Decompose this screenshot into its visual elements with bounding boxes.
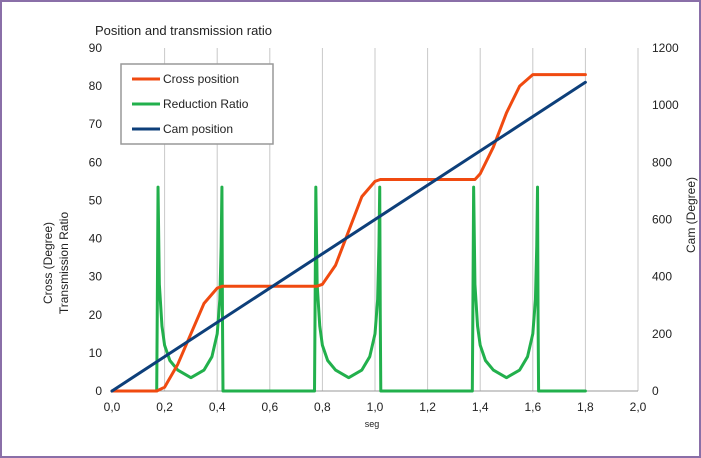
- y-left-tick-label: 50: [89, 193, 103, 207]
- y-left-tick-label: 90: [89, 41, 103, 55]
- y-right-axis-ticks: 0 200 400 600 800 1000 1200: [652, 41, 679, 398]
- y-left-axis-ticks: 0 10 20 30 40 50 60 70 80 90: [89, 41, 103, 398]
- x-tick-label: 1,4: [472, 400, 489, 414]
- x-tick-label: 1,8: [577, 400, 594, 414]
- x-tick-label: 0,0: [104, 400, 121, 414]
- x-tick-label: 0,6: [261, 400, 278, 414]
- legend-label-cam-position: Cam position: [163, 122, 233, 136]
- y-left-tick-label: 80: [89, 79, 103, 93]
- legend-label-cross-position: Cross position: [163, 72, 239, 86]
- legend-label-reduction-ratio: Reduction Ratio: [163, 97, 249, 111]
- x-tick-label: 0,4: [209, 400, 226, 414]
- series-layer: [110, 73, 587, 393]
- y-right-tick-label: 1200: [652, 41, 679, 55]
- y-left-tick-label: 20: [89, 308, 103, 322]
- x-axis-ticks: 0,0 0,2 0,4 0,6 0,8 1,0 1,2 1,4 1,6 1,8 2,0: [104, 400, 647, 414]
- x-tick-label: 1,0: [367, 400, 384, 414]
- x-tick-label: 1,6: [524, 400, 541, 414]
- x-axis-label: seg: [365, 419, 380, 429]
- y-right-axis-label: Cam (Degree): [684, 177, 698, 253]
- y-right-tick-label: 0: [652, 384, 659, 398]
- legend: Cross position Reduction Ratio Cam posit…: [120, 63, 274, 145]
- y-right-tick-label: 600: [652, 213, 672, 227]
- y-left-tick-label: 40: [89, 232, 103, 246]
- y-right-tick-label: 200: [652, 327, 672, 341]
- y-right-tick-label: 800: [652, 155, 672, 169]
- y-left-tick-label: 60: [89, 155, 103, 169]
- y-right-tick-label: 400: [652, 270, 672, 284]
- chart-title: Position and transmission ratio: [95, 23, 272, 38]
- y-right-tick-label: 1000: [652, 98, 679, 112]
- y-left-tick-label: 70: [89, 117, 103, 131]
- x-tick-label: 2,0: [630, 400, 647, 414]
- series-line-reduction-ratio: [110, 185, 587, 393]
- y-left-tick-label: 10: [89, 346, 103, 360]
- y-left-tick-label: 30: [89, 270, 103, 284]
- x-tick-label: 0,2: [156, 400, 173, 414]
- series-line-cam-position: [110, 80, 587, 393]
- x-tick-label: 1,2: [419, 400, 436, 414]
- y-left-axis-label-line2: Transmission Ratio: [57, 212, 71, 315]
- x-tick-label: 0,8: [314, 400, 331, 414]
- y-left-axis-label-line1: Cross (Degree): [41, 222, 55, 304]
- y-left-tick-label: 0: [95, 384, 102, 398]
